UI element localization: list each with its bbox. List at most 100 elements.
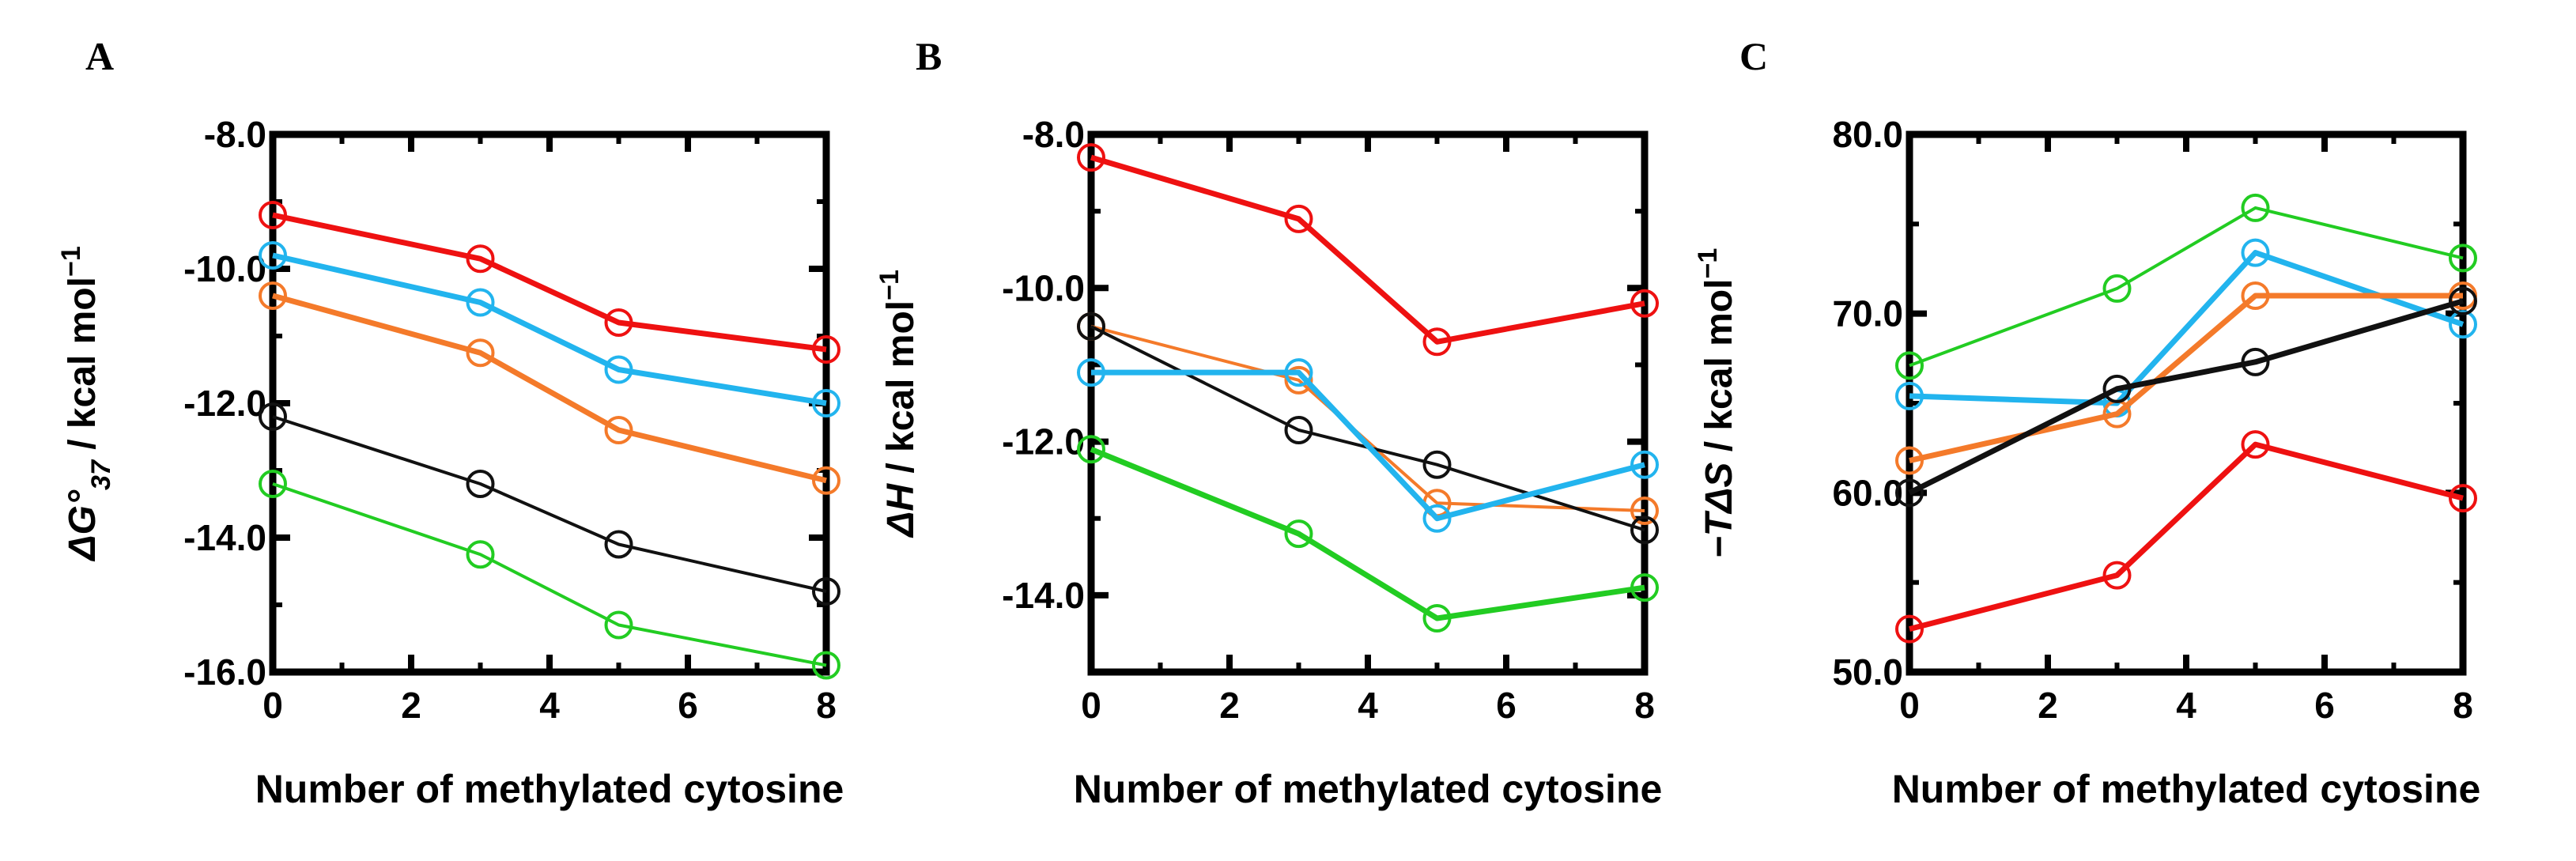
series-line-black	[1908, 298, 2464, 496]
data-point-black	[466, 470, 495, 498]
x-tick-label: 8	[1634, 685, 1655, 726]
data-point-red	[812, 335, 840, 364]
x-tick-label: 4	[1358, 685, 1378, 726]
x-tick-label: 6	[678, 685, 698, 726]
data-point-green	[1422, 604, 1452, 633]
series-line-red	[1090, 154, 1645, 345]
series-line-green	[1090, 447, 1645, 621]
data-point-cyan	[1630, 450, 1659, 479]
data-point-green	[2449, 244, 2477, 273]
y-tick-label: -8.0	[1022, 114, 1085, 155]
panel-letter: A	[85, 34, 114, 78]
y-axis-title: ΔH / kcal mol−1	[874, 270, 922, 538]
x-tick-label: 4	[2176, 685, 2196, 726]
panel-letter: C	[1739, 34, 1768, 78]
x-tick-label: 2	[401, 685, 421, 726]
series-line-orange	[1909, 293, 2463, 463]
series-line-red	[1909, 441, 2464, 632]
data-point-red	[1630, 289, 1659, 318]
x-axis-title: Number of methylated cytosine	[1892, 767, 2481, 811]
y-axis-title: −TΔS / kcal mol−1	[1693, 248, 1740, 558]
x-tick-label: 6	[2314, 685, 2335, 726]
data-point-black	[2102, 374, 2132, 403]
data-point-red	[2102, 561, 2132, 590]
data-point-cyan	[1422, 504, 1452, 533]
data-point-cyan	[604, 355, 633, 384]
data-point-green	[1630, 573, 1659, 602]
y-tick-label: 50.0	[1832, 651, 1903, 693]
y-axis-title-part: 37	[86, 459, 116, 490]
data-point-green	[1895, 351, 1924, 380]
y-tick-label: -8.0	[204, 114, 266, 155]
data-point-cyan	[466, 288, 495, 317]
y-tick-label: 60.0	[1832, 472, 1903, 513]
y-tick-label: -14.0	[183, 517, 266, 558]
x-tick-label: 0	[1899, 685, 1920, 726]
x-tick-label: 6	[1496, 685, 1517, 726]
data-point-black	[1284, 416, 1313, 444]
plot-frame	[1906, 130, 2467, 676]
data-point-red	[1895, 614, 1924, 644]
y-tick-label: -12.0	[1002, 421, 1085, 463]
series-line-orange	[272, 293, 827, 484]
x-tick-label: 8	[816, 685, 837, 726]
data-point-orange	[604, 416, 633, 444]
x-tick-label: 8	[2453, 685, 2473, 726]
series-line-black	[1090, 325, 1645, 532]
data-point-green	[1077, 435, 1105, 464]
y-tick-label: -16.0	[183, 651, 266, 693]
y-axis-title-part: −1	[56, 246, 86, 277]
series-line-cyan	[1091, 369, 1645, 522]
data-point-green	[2241, 193, 2270, 222]
x-tick-label: 4	[539, 685, 560, 726]
panel-b: B -8.0 -10.0 -12.0 -14.0 0 2 4 6 8 Number of methy…	[874, 34, 1662, 811]
y-axis-title-part: −1	[874, 270, 905, 300]
data-point-cyan	[1284, 358, 1313, 387]
data-point-red	[2449, 484, 2477, 513]
y-axis-title-part: / kcal mol	[62, 277, 104, 460]
data-point-red	[466, 244, 495, 274]
y-axis-title-part: −TΔS	[1698, 463, 1740, 559]
x-axis-title: Number of methylated cytosine	[1074, 767, 1663, 811]
data-point-orange	[259, 281, 287, 310]
data-point-red	[2241, 430, 2270, 459]
y-tick-label: -12.0	[183, 383, 266, 424]
data-point-black	[604, 530, 633, 559]
panel-letter: B	[916, 34, 942, 78]
series-line-cyan	[272, 252, 827, 406]
data-point-red	[259, 201, 287, 229]
data-point-cyan	[2241, 238, 2270, 267]
data-point-orange	[466, 338, 495, 368]
series-line-green	[272, 482, 827, 667]
data-point-orange	[1284, 365, 1313, 395]
data-point-black	[2449, 286, 2477, 315]
x-tick-label: 0	[263, 685, 283, 726]
series-line-cyan	[1909, 250, 2465, 406]
y-tick-label: 70.0	[1832, 293, 1903, 334]
data-point-orange	[2241, 281, 2270, 310]
data-point-cyan	[1077, 358, 1105, 387]
data-point-black	[1422, 450, 1452, 479]
y-tick-label: -10.0	[183, 248, 266, 289]
data-point-cyan	[259, 241, 287, 270]
data-point-cyan	[812, 389, 840, 417]
y-tick-label: 80.0	[1832, 114, 1903, 155]
y-axis-title-part: / kcal mol	[1698, 279, 1740, 463]
series-line-black	[272, 415, 827, 593]
series-line-red	[272, 212, 827, 353]
x-tick-label: 0	[1081, 685, 1101, 726]
data-point-orange	[1630, 497, 1659, 525]
y-axis-title-part: −1	[1693, 248, 1723, 279]
panel-a: A -8.0 -10.0 -12.0 -14.0 -16.00 2 4 6 8 Number of …	[56, 34, 844, 811]
data-point-red	[1077, 143, 1105, 172]
data-point-green	[2102, 274, 2132, 303]
y-axis-title-part: / kcal mol	[880, 300, 922, 484]
series-line-green	[1909, 206, 2464, 368]
x-tick-label: 2	[2038, 685, 2058, 726]
x-tick-label: 2	[1219, 685, 1240, 726]
data-point-green	[259, 470, 287, 498]
data-point-red	[1422, 327, 1452, 357]
y-tick-label: -10.0	[1002, 267, 1085, 308]
data-point-red	[604, 308, 633, 337]
data-point-red	[1284, 204, 1313, 233]
